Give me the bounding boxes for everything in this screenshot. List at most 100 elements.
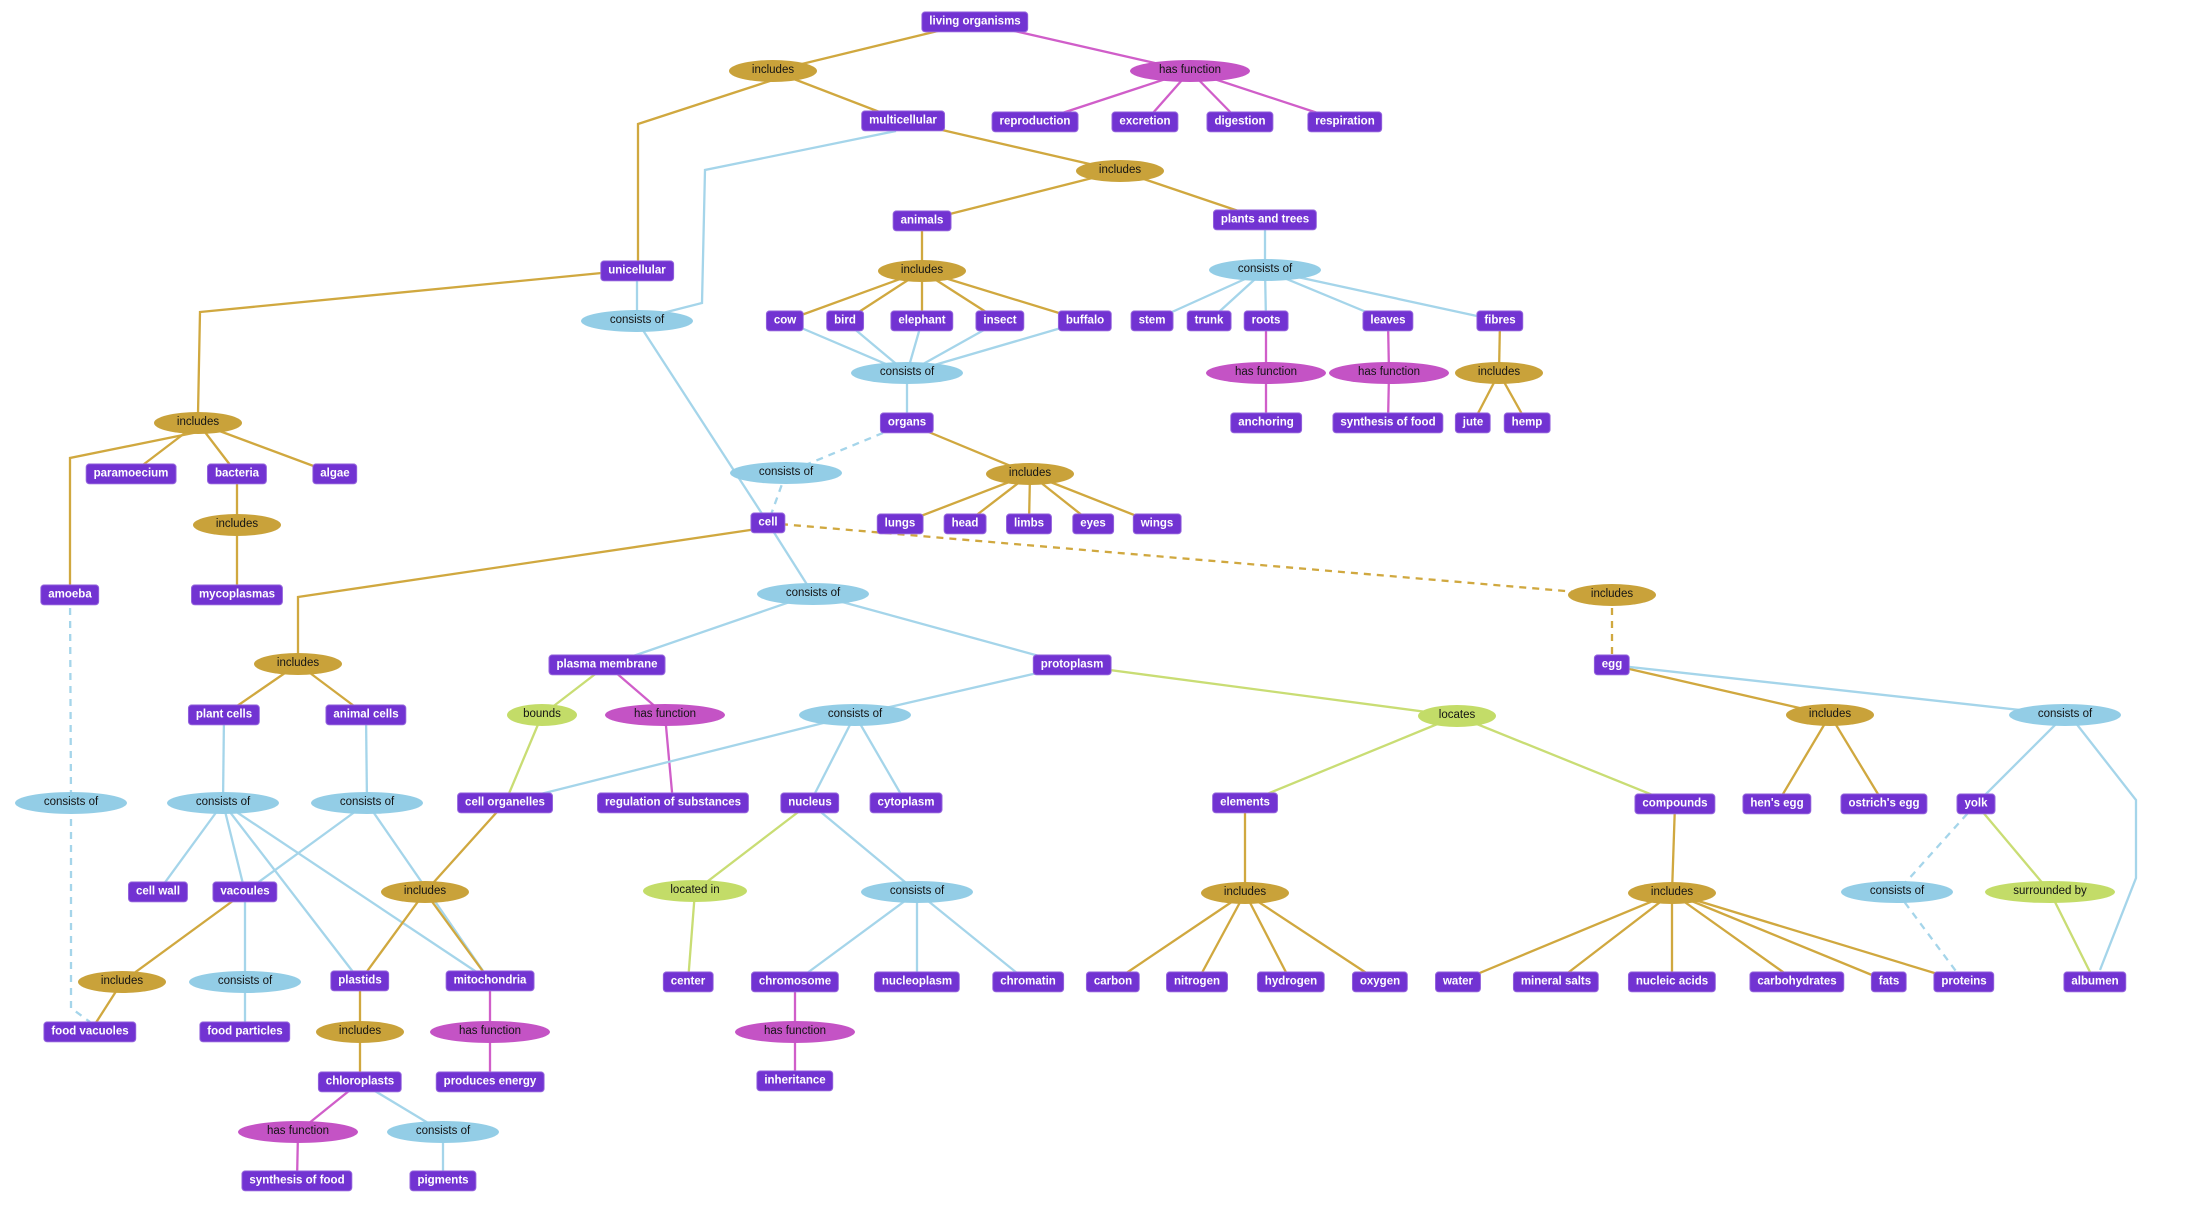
concept-node-plant-cells[interactable]: plant cells xyxy=(187,704,261,726)
concept-node-synthesis-of-food-2[interactable]: synthesis of food xyxy=(241,1170,353,1192)
relation-node-has-function-roots[interactable]: has function xyxy=(1206,362,1326,384)
concept-node-hens-egg[interactable]: hen's egg xyxy=(1742,793,1812,815)
relation-node-includes-uni[interactable]: includes xyxy=(154,412,242,434)
relation-node-includes-egg-2[interactable]: includes xyxy=(1786,704,1874,726)
concept-node-insect[interactable]: insect xyxy=(975,310,1025,332)
concept-node-protoplasm[interactable]: protoplasm xyxy=(1032,654,1112,676)
concept-node-mycoplasmas[interactable]: mycoplasmas xyxy=(190,584,284,606)
concept-node-food-particles[interactable]: food particles xyxy=(199,1021,291,1043)
concept-node-trunk[interactable]: trunk xyxy=(1186,310,1232,332)
relation-node-includes-organs[interactable]: includes xyxy=(986,463,1074,485)
relation-node-includes-cells[interactable]: includes xyxy=(254,653,342,675)
concept-node-amoeba[interactable]: amoeba xyxy=(40,584,100,606)
concept-node-head[interactable]: head xyxy=(943,513,987,535)
concept-node-living-organisms[interactable]: living organisms xyxy=(921,11,1029,33)
concept-node-elements[interactable]: elements xyxy=(1212,792,1278,814)
concept-node-inheritance[interactable]: inheritance xyxy=(756,1070,834,1092)
concept-node-nucleic-acids[interactable]: nucleic acids xyxy=(1627,971,1717,993)
concept-node-cow[interactable]: cow xyxy=(765,310,805,332)
relation-node-includes-bact[interactable]: includes xyxy=(193,514,281,536)
relation-node-consists-of-proto[interactable]: consists of xyxy=(799,704,911,726)
concept-node-paramoecium[interactable]: paramoecium xyxy=(85,463,177,485)
relation-node-consists-of-cell[interactable]: consists of xyxy=(757,583,869,605)
concept-node-multicellular[interactable]: multicellular xyxy=(861,110,945,132)
concept-node-hemp[interactable]: hemp xyxy=(1503,412,1551,434)
relation-node-includes-fibres[interactable]: includes xyxy=(1455,362,1543,384)
concept-node-mineral-salts[interactable]: mineral salts xyxy=(1512,971,1600,993)
relation-node-has-function-leaves[interactable]: has function xyxy=(1329,362,1449,384)
relation-node-consists-of-animal[interactable]: consists of xyxy=(311,792,423,814)
concept-node-plasma-membrane[interactable]: plasma membrane xyxy=(548,654,666,676)
relation-node-includes-1[interactable]: includes xyxy=(729,60,817,82)
relation-node-includes-vac[interactable]: includes xyxy=(78,971,166,993)
concept-node-limbs[interactable]: limbs xyxy=(1005,513,1053,535)
relation-node-consists-of-yolk[interactable]: consists of xyxy=(1841,881,1953,903)
concept-node-cell[interactable]: cell xyxy=(750,512,786,534)
concept-node-pigments[interactable]: pigments xyxy=(409,1170,477,1192)
relation-node-consists-of-egg[interactable]: consists of xyxy=(2009,704,2121,726)
concept-node-ostrichs-egg[interactable]: ostrich's egg xyxy=(1840,793,1928,815)
concept-node-eyes[interactable]: eyes xyxy=(1072,513,1114,535)
concept-node-regulation-of-substances[interactable]: regulation of substances xyxy=(596,792,750,814)
concept-node-vacoules[interactable]: vacoules xyxy=(212,881,278,903)
relation-node-consists-of-vac[interactable]: consists of xyxy=(189,971,301,993)
relation-node-locates[interactable]: locates xyxy=(1418,705,1496,727)
concept-node-nucleoplasm[interactable]: nucleoplasm xyxy=(873,971,961,993)
concept-node-cytoplasm[interactable]: cytoplasm xyxy=(869,792,943,814)
relation-node-has-function-chloro[interactable]: has function xyxy=(238,1121,358,1143)
concept-node-animals[interactable]: animals xyxy=(892,210,952,232)
concept-node-anchoring[interactable]: anchoring xyxy=(1230,412,1302,434)
concept-node-egg[interactable]: egg xyxy=(1593,654,1631,676)
concept-node-mitochondria[interactable]: mitochondria xyxy=(445,970,535,992)
concept-node-wings[interactable]: wings xyxy=(1132,513,1182,535)
concept-node-bacteria[interactable]: bacteria xyxy=(206,463,268,485)
relation-node-includes-plastids[interactable]: includes xyxy=(316,1021,404,1043)
concept-node-compounds[interactable]: compounds xyxy=(1634,793,1716,815)
concept-node-jute[interactable]: jute xyxy=(1454,412,1492,434)
relation-node-includes-elements[interactable]: includes xyxy=(1201,882,1289,904)
concept-node-cell-organelles[interactable]: cell organelles xyxy=(457,792,553,814)
concept-node-nucleus[interactable]: nucleus xyxy=(780,792,840,814)
concept-node-animal-cells[interactable]: animal cells xyxy=(325,704,407,726)
relation-node-located-in[interactable]: located in xyxy=(643,880,747,902)
relation-node-surrounded-by[interactable]: surrounded by xyxy=(1985,881,2115,903)
concept-node-elephant[interactable]: elephant xyxy=(890,310,954,332)
concept-node-stem[interactable]: stem xyxy=(1130,310,1174,332)
relation-node-includes-2[interactable]: includes xyxy=(1076,160,1164,182)
concept-node-buffalo[interactable]: buffalo xyxy=(1057,310,1113,332)
relation-node-includes-compounds[interactable]: includes xyxy=(1628,882,1716,904)
concept-node-bird[interactable]: bird xyxy=(826,310,864,332)
relation-node-bounds[interactable]: bounds xyxy=(507,704,577,726)
concept-node-excretion[interactable]: excretion xyxy=(1111,111,1179,133)
concept-node-food-vacuoles[interactable]: food vacuoles xyxy=(43,1021,137,1043)
concept-node-chromatin[interactable]: chromatin xyxy=(992,971,1064,993)
concept-node-center[interactable]: center xyxy=(662,971,714,993)
relation-node-has-function-pm[interactable]: has function xyxy=(605,704,725,726)
concept-node-lungs[interactable]: lungs xyxy=(876,513,924,535)
concept-node-leaves[interactable]: leaves xyxy=(1362,310,1414,332)
concept-node-algae[interactable]: algae xyxy=(312,463,358,485)
concept-node-yolk[interactable]: yolk xyxy=(1956,793,1996,815)
concept-node-chloroplasts[interactable]: chloroplasts xyxy=(317,1071,403,1093)
relation-node-includes-3[interactable]: includes xyxy=(878,260,966,282)
relation-node-has-function-chromo[interactable]: has function xyxy=(735,1021,855,1043)
relation-node-consists-of-plant[interactable]: consists of xyxy=(167,792,279,814)
concept-node-roots[interactable]: roots xyxy=(1243,310,1289,332)
concept-node-chromosome[interactable]: chromosome xyxy=(750,971,840,993)
relation-node-includes-cellorg[interactable]: includes xyxy=(381,881,469,903)
concept-node-albumen[interactable]: albumen xyxy=(2063,971,2127,993)
relation-node-consists-of-pt[interactable]: consists of xyxy=(1209,259,1321,281)
relation-node-consists-of-amoeba[interactable]: consists of xyxy=(15,792,127,814)
concept-node-unicellular[interactable]: unicellular xyxy=(600,260,674,282)
relation-node-includes-egg-rel[interactable]: includes xyxy=(1568,584,1656,606)
concept-node-water[interactable]: water xyxy=(1434,971,1482,993)
concept-node-plants-and-trees[interactable]: plants and trees xyxy=(1212,209,1318,231)
concept-node-produces-energy[interactable]: produces energy xyxy=(435,1071,545,1093)
concept-node-oxygen[interactable]: oxygen xyxy=(1351,971,1409,993)
concept-node-reproduction[interactable]: reproduction xyxy=(991,111,1079,133)
concept-node-organs[interactable]: organs xyxy=(879,412,935,434)
concept-node-nitrogen[interactable]: nitrogen xyxy=(1166,971,1228,993)
relation-node-has-function-1[interactable]: has function xyxy=(1130,60,1250,82)
concept-node-cell-wall[interactable]: cell wall xyxy=(127,881,189,903)
relation-node-consists-of-organs[interactable]: consists of xyxy=(730,462,842,484)
